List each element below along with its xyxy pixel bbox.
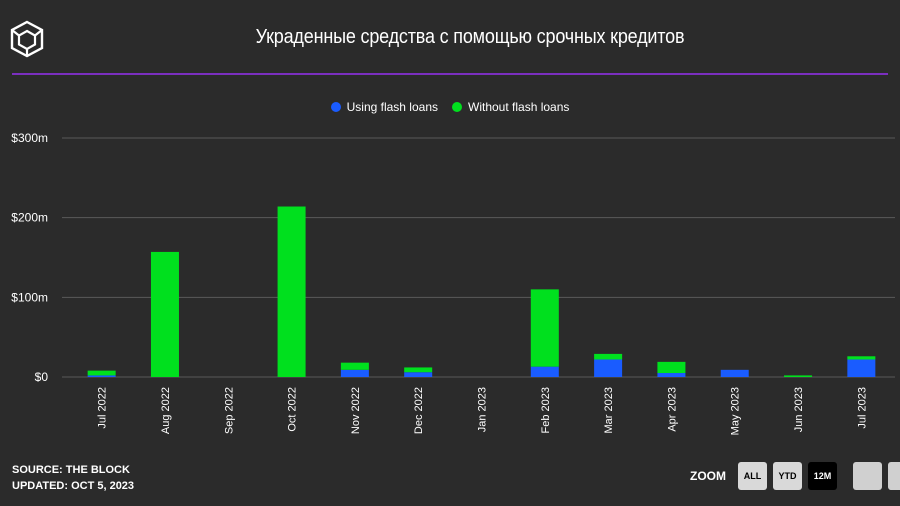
x-tick-label: Jul 2023: [856, 387, 868, 429]
y-tick-label: $200m: [11, 211, 48, 225]
x-tick-label: Jun 2023: [793, 387, 805, 432]
x-tick-label: Nov 2022: [350, 387, 362, 434]
legend-item-using[interactable]: Using flash loans: [330, 100, 438, 114]
bar: [594, 359, 623, 377]
source-text: SOURCE: THE BLOCK: [12, 464, 130, 476]
y-tick-label: $300m: [11, 131, 48, 145]
zoom-label: ZOOM: [690, 469, 726, 483]
x-tick-label: Aug 2022: [160, 387, 172, 434]
x-tick-label: Jan 2023: [477, 387, 489, 432]
x-tick-label: Feb 2023: [540, 387, 552, 433]
legend-label-without: Without flash loans: [468, 100, 570, 114]
x-tick-label: Mar 2023: [603, 387, 615, 433]
zoom-extra-button-1[interactable]: [853, 462, 882, 490]
bar: [277, 206, 306, 377]
bar: [847, 356, 876, 360]
legend-dot-blue-icon: [330, 102, 341, 112]
legend-item-without[interactable]: Without flash loans: [452, 100, 569, 114]
bar: [404, 372, 433, 377]
bar: [404, 367, 433, 373]
bar: [150, 251, 179, 377]
bar: [87, 375, 116, 377]
zoom-controls: ZOOM ALL YTD 12M: [690, 462, 900, 490]
chart-title: Украденные средства с помощью срочных кр…: [255, 26, 685, 48]
x-tick-label: May 2023: [730, 387, 742, 435]
legend-label-using: Using flash loans: [346, 100, 438, 114]
bar: [340, 362, 369, 370]
updated-text: UPDATED: OCT 5, 2023: [12, 480, 135, 492]
chart-header: Украденные средства с помощью срочных кр…: [0, 0, 900, 76]
bar: [530, 289, 559, 367]
x-tick-label: Dec 2022: [413, 387, 425, 434]
y-tick-label: $100m: [11, 290, 48, 304]
header-divider: [12, 73, 888, 75]
bar: [847, 359, 876, 377]
bar: [530, 366, 559, 377]
source-block: SOURCE: THE BLOCK UPDATED: OCT 5, 2023: [12, 462, 134, 494]
zoom-all-button[interactable]: ALL: [738, 462, 767, 490]
x-tick-label: Sep 2022: [223, 387, 235, 434]
bar: [657, 361, 686, 374]
bar: [720, 369, 749, 377]
legend: Using flash loans Without flash loans: [0, 100, 900, 114]
zoom-extra-button-2[interactable]: [888, 462, 900, 490]
legend-dot-green-icon: [452, 102, 462, 112]
the-block-logo-icon: [10, 20, 44, 58]
x-tick-label: Oct 2022: [287, 387, 299, 432]
bar: [657, 373, 686, 377]
x-tick-label: Apr 2023: [666, 387, 678, 432]
y-tick-label: $0: [35, 370, 49, 384]
zoom-12m-button[interactable]: 12M: [808, 462, 837, 490]
bar: [784, 375, 813, 377]
zoom-ytd-button[interactable]: YTD: [773, 462, 802, 490]
bar: [594, 353, 623, 360]
x-tick-label: Jul 2022: [97, 387, 109, 429]
bar: [87, 370, 116, 376]
bar: [340, 369, 369, 377]
